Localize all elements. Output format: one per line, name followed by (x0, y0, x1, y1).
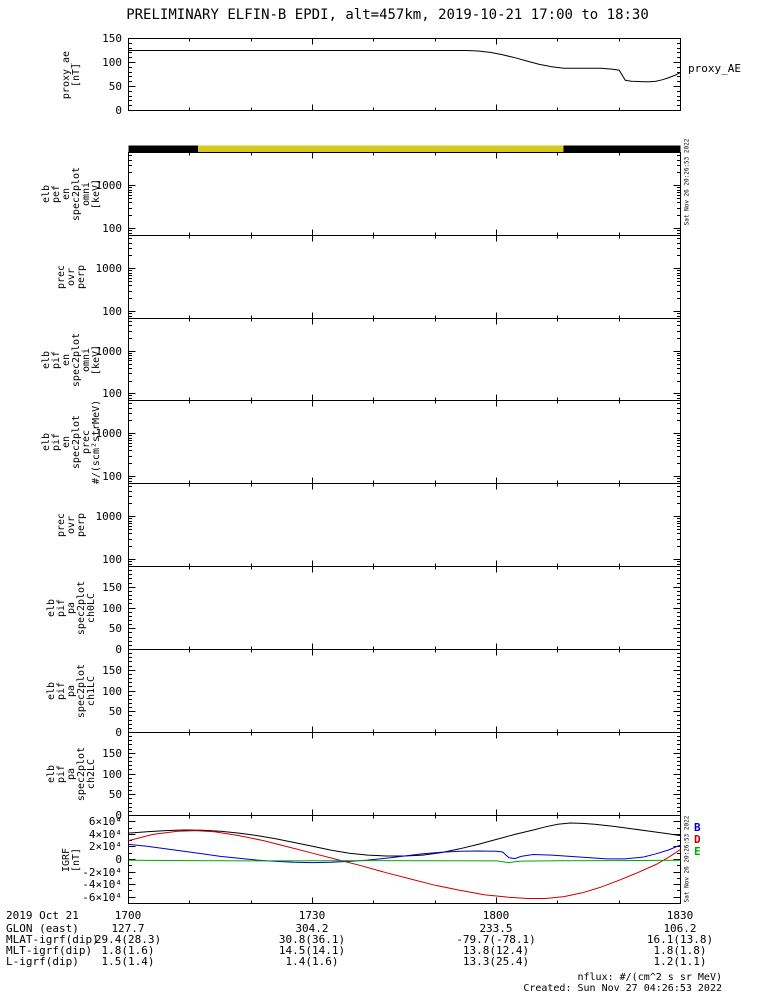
y-axis-label-proxy_ae: proxy_ae [nT] (61, 50, 82, 99)
y-tick-label: 150 (102, 581, 122, 594)
panel-pa_ch2lc (128, 732, 681, 816)
x-tick-label-1730: 1730 (298, 909, 326, 922)
plot-title: PRELIMINARY ELFIN-B EPDI, alt=457km, 201… (126, 7, 649, 23)
status-bar-segment (197, 145, 564, 153)
y-tick-label: -2×10⁴ (82, 866, 122, 879)
footer-row-label-mlt: MLT-igrf(dip) (6, 944, 93, 957)
y-tick-label: 100 (102, 56, 122, 69)
side-timestamp: Sat Nov 26 20:26:53 2022 (683, 138, 691, 226)
y-tick-label: 1000 (95, 427, 123, 440)
footer-value: 1.8(1.6) (101, 944, 155, 957)
y-tick-label: 100 (102, 602, 122, 615)
y-tick-label: 1000 (95, 179, 123, 192)
footer-row-label-l: L-igrf(dip) (6, 955, 79, 968)
y-tick-label: 2×10⁴ (88, 840, 122, 853)
y-tick-label: -4×10⁴ (82, 878, 122, 891)
side-timestamp: Sat Nov 26 20:26:53 2022 (683, 815, 691, 903)
igrf-legend-B: B (694, 821, 701, 834)
panel-pif_en_prec (128, 400, 681, 484)
y-axis-label-pa_ch2lc: elb pif pa spec2plot ch2LC (46, 746, 97, 802)
footer-value: -79.7(-78.1) (456, 933, 536, 946)
y-tick-label: 150 (102, 664, 122, 677)
y-axis-label-prec_ovr_perp_a: prec ovr perp (56, 264, 87, 290)
axes-layer (128, 38, 681, 904)
y-tick-label: 150 (102, 32, 122, 45)
y-tick-label: 100 (102, 387, 122, 400)
x-tick-label-1700: 1700 (114, 909, 142, 922)
footer-value: 16.1(13.8) (646, 933, 714, 946)
series-E (128, 859, 681, 864)
y-tick-label: 100 (102, 553, 122, 566)
y-tick-label: 1000 (95, 510, 123, 523)
footer-value: 30.8(36.1) (278, 933, 346, 946)
y-tick-label: 150 (102, 747, 122, 760)
footer-value: 106.2 (663, 922, 697, 935)
footer-value: 1.4(1.6) (285, 955, 339, 968)
y-tick-label: 1000 (95, 345, 123, 358)
footer-row-label-mlat: MLAT-igrf(dip) (6, 933, 99, 946)
series-B (128, 843, 681, 864)
status-bar-segment (563, 145, 681, 153)
series-proxy_AE (128, 50, 681, 83)
y-tick-label: 6×10⁴ (88, 815, 122, 828)
panel-pif_en_omni (128, 318, 681, 401)
y-tick-label: 50 (108, 788, 122, 801)
footer-value: 127.7 (111, 922, 145, 935)
y-tick-label: 4×10⁴ (88, 828, 122, 841)
series-layer (128, 50, 681, 899)
footer-value: 13.3(25.4) (462, 955, 530, 968)
footer-row-label-glon: GLON (east) (6, 922, 79, 935)
x-tick-label-1800: 1800 (482, 909, 510, 922)
panel-igrf (128, 815, 681, 904)
y-tick-label: 0 (115, 104, 122, 117)
y-tick-label: 50 (108, 622, 122, 635)
y-tick-label: 0 (115, 809, 122, 822)
y-axis-label-igrf: IGRF [nT] (61, 847, 82, 872)
panel-proxy_ae (128, 38, 681, 111)
footer-value: 14.5(14.1) (278, 944, 346, 957)
y-tick-label: 0 (115, 853, 122, 866)
created-timestamp: Created: Sun Nov 27 04:26:53 2022 (523, 983, 722, 994)
panel-prec_ovr_perp_a (128, 235, 681, 319)
y-tick-label: 100 (102, 305, 122, 318)
series-D (128, 830, 681, 899)
y-axis-label-pa_ch0lc: elb pif pa spec2plot ch0LC (46, 580, 97, 636)
footer-value: 233.5 (479, 922, 513, 935)
nflux-units-label: nflux: #/(cm^2 s sr MeV) (577, 972, 723, 983)
proxy-ae-right-label: proxy_AE (688, 62, 741, 75)
footer-value: 304.2 (295, 922, 329, 935)
panel-pa_ch0lc (128, 566, 681, 650)
footer-value: 13.8(12.4) (462, 944, 530, 957)
panel-pa_ch1lc (128, 649, 681, 733)
y-axis-label-prec_ovr_perp_b: prec ovr perp (56, 512, 87, 538)
y-tick-label: 100 (102, 222, 122, 235)
y-axis-label-pa_ch1lc: elb pif pa spec2plot ch1LC (46, 663, 97, 719)
footer-value: 1.2(1.1) (653, 955, 707, 968)
y-axis-label-pif_en_omni: elb pif en spec2plot omni [keV] (41, 332, 102, 387)
status-bar-segment (128, 145, 198, 153)
igrf-legend-D: D (694, 833, 701, 846)
y-axis-label-pef_en_omni: elb pef en spec2plot omni [keV] (41, 166, 102, 222)
footer-value: 1.5(1.4) (101, 955, 155, 968)
y-tick-label: 0 (115, 643, 122, 656)
panel-prec_ovr_perp_b (128, 483, 681, 567)
x-tick-label-1830: 1830 (666, 909, 694, 922)
footer-value: 29.4(28.3) (94, 933, 162, 946)
series-Bt (128, 822, 681, 857)
y-tick-label: 100 (102, 685, 122, 698)
y-tick-label: 50 (108, 705, 122, 718)
y-tick-label: 0 (115, 726, 122, 739)
footer-value: 1.8(1.8) (653, 944, 707, 957)
footer-date: 2019 Oct 21 (6, 909, 79, 922)
y-tick-label: 100 (102, 470, 122, 483)
panel-pef_en_omni (128, 152, 681, 236)
y-tick-label: 50 (108, 80, 122, 93)
igrf-legend-E: E (694, 845, 701, 858)
y-tick-label: 100 (102, 768, 122, 781)
y-tick-label: -6×10⁴ (82, 891, 122, 904)
y-axis-label-pif_en_prec: elb pif en spec2plot prec #/(scm²strMeV) (41, 399, 102, 485)
y-tick-label: 1000 (95, 262, 123, 275)
